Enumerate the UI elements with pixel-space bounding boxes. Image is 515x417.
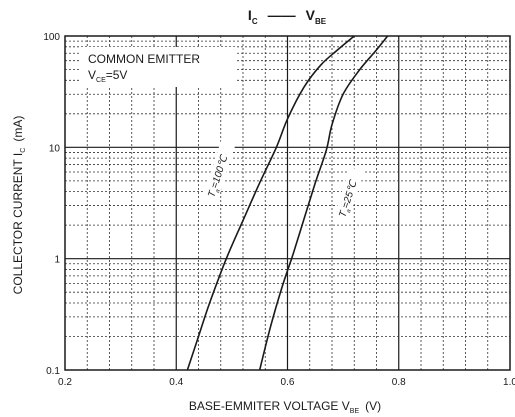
chart-title: IC —— VBE: [248, 7, 327, 26]
series-line-1: [258, 35, 389, 371]
curve-label-100c: Ta=100℃: [202, 139, 236, 202]
annotation-box: [80, 47, 236, 87]
annotation-line1: COMMON EMITTER: [88, 52, 200, 66]
y-tick-label: 100: [43, 32, 60, 43]
x-axis-title: BASE-EMMITER VOLTAGE VBE (V): [189, 399, 381, 415]
curve-label-25c: Ta=25℃: [333, 167, 365, 222]
y-tick-label: 0.1: [46, 366, 60, 377]
plot-frame: [64, 35, 511, 371]
chart-grid: [65, 36, 510, 370]
x-tick-label: 1.0: [503, 377, 515, 388]
y-tick-labels: 0.1 1 10 100: [43, 32, 60, 377]
x-tick-label: 0.6: [281, 377, 295, 388]
y-axis-title: COLLECTOR CURRENT IC(mA): [11, 116, 27, 295]
x-tick-labels: 0.2 0.4 0.6 0.8 1.0: [58, 377, 515, 388]
y-tick-label: 1: [54, 255, 60, 266]
x-tick-label: 0.8: [392, 377, 406, 388]
x-tick-label: 0.4: [169, 377, 183, 388]
series-line-0: [186, 35, 355, 371]
annotation-line2: VCE=5V: [88, 68, 127, 84]
y-tick-label: 10: [49, 143, 61, 154]
chart-curves: [186, 35, 389, 371]
x-tick-label: 0.2: [58, 377, 72, 388]
